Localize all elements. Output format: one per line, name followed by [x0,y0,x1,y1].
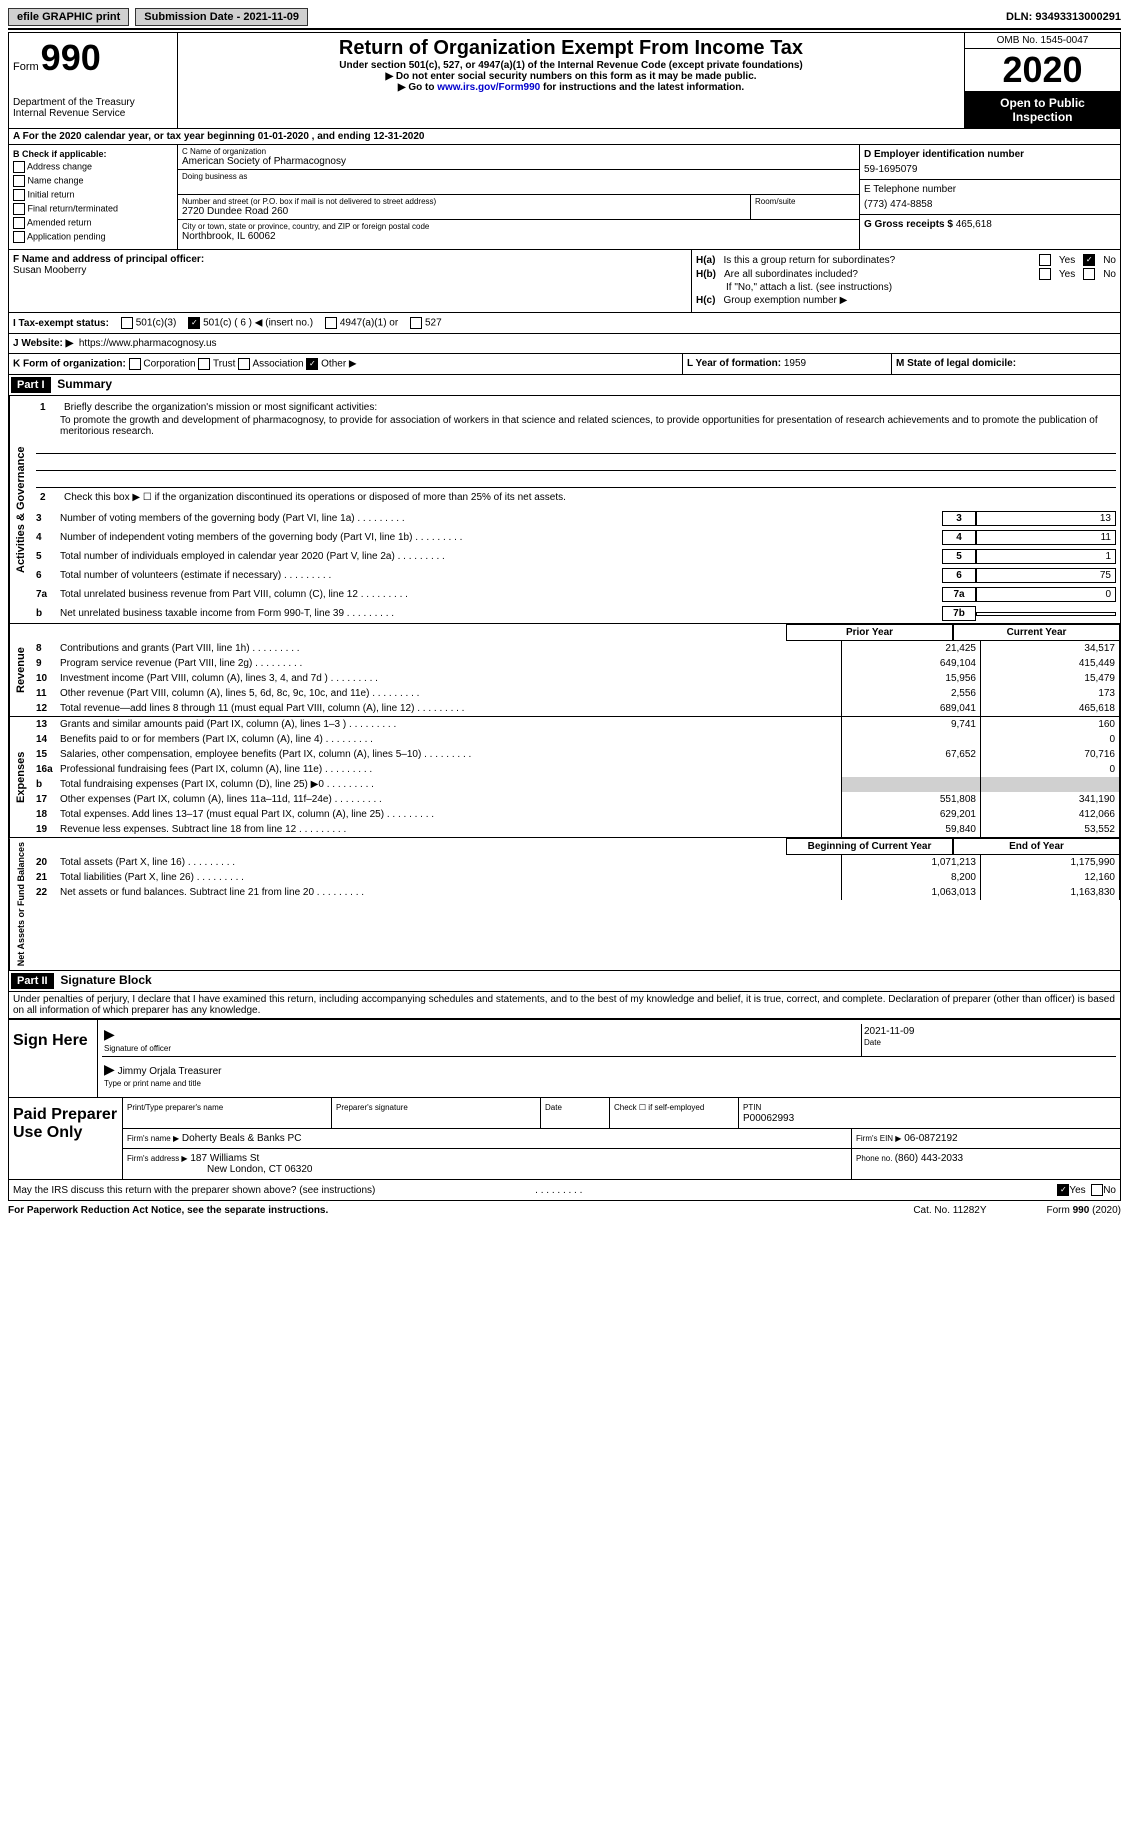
box-h: H(a) Is this a group return for subordin… [692,250,1120,312]
form-subtitle: Under section 501(c), 527, or 4947(a)(1)… [182,60,960,71]
gov-line: 3Number of voting members of the governi… [32,509,1120,528]
form-header: Form 990 Department of the Treasury Inte… [8,32,1121,129]
form-footer: Form 990 (2020) [1047,1205,1121,1216]
submission-button[interactable]: Submission Date - 2021-11-09 [135,8,308,26]
vlabel-revenue: Revenue [9,624,32,716]
end-year-header: End of Year [953,838,1120,855]
data-line: bTotal fundraising expenses (Part IX, co… [32,777,1120,792]
tax-year: 2020 [965,49,1120,92]
part2-title: Signature Block [60,973,151,987]
data-line: 11Other revenue (Part VIII, column (A), … [32,686,1120,701]
cat-number: Cat. No. 11282Y [913,1205,986,1216]
inspection-label: Open to Public Inspection [965,92,1120,128]
gov-line: 5Total number of individuals employed in… [32,547,1120,566]
box-m: M State of legal domicile: [892,354,1120,374]
irs-link[interactable]: www.irs.gov/Form990 [437,82,540,93]
current-year-header: Current Year [953,624,1120,641]
paperwork-notice: For Paperwork Reduction Act Notice, see … [8,1205,328,1216]
gov-line: bNet unrelated business taxable income f… [32,604,1120,623]
irs-label: Internal Revenue Service [13,108,173,119]
vlabel-governance: Activities & Governance [9,396,32,623]
data-line: 9Program service revenue (Part VIII, lin… [32,656,1120,671]
box-j: J Website: ▶ https://www.pharmacognosy.u… [8,334,1121,354]
data-line: 16aProfessional fundraising fees (Part I… [32,762,1120,777]
declaration-text: Under penalties of perjury, I declare th… [8,992,1121,1018]
data-line: 12Total revenue—add lines 8 through 11 (… [32,701,1120,716]
data-line: 15Salaries, other compensation, employee… [32,747,1120,762]
vlabel-expenses: Expenses [9,717,32,837]
data-line: 10Investment income (Part VIII, column (… [32,671,1120,686]
instr-link: ▶ Go to www.irs.gov/Form990 for instruct… [182,82,960,93]
top-bar: efile GRAPHIC print Submission Date - 20… [8,8,1121,26]
period-row: A For the 2020 calendar year, or tax yea… [8,129,1121,145]
gov-line: 7aTotal unrelated business revenue from … [32,585,1120,604]
data-line: 8Contributions and grants (Part VIII, li… [32,641,1120,656]
data-line: 17Other expenses (Part IX, column (A), l… [32,792,1120,807]
paid-preparer-label: Paid Preparer Use Only [9,1098,123,1179]
part1-header: Part I [11,377,51,393]
form-label: Form [13,61,39,73]
prior-year-header: Prior Year [786,624,953,641]
data-line: 20Total assets (Part X, line 16)1,071,21… [32,855,1120,870]
discuss-row: May the IRS discuss this return with the… [8,1180,1121,1201]
box-d: D Employer identification number 59-1695… [859,145,1120,249]
data-line: 21Total liabilities (Part X, line 26)8,2… [32,870,1120,885]
data-line: 19Revenue less expenses. Subtract line 1… [32,822,1120,837]
data-line: 14Benefits paid to or for members (Part … [32,732,1120,747]
box-k: K Form of organization: Corporation Trus… [9,354,683,374]
vlabel-netassets: Net Assets or Fund Balances [9,838,32,970]
part1-title: Summary [57,377,112,391]
box-b: B Check if applicable: Address change Na… [9,145,178,249]
data-line: 18Total expenses. Add lines 13–17 (must … [32,807,1120,822]
data-line: 13Grants and similar amounts paid (Part … [32,717,1120,732]
dept-treasury: Department of the Treasury [13,97,173,108]
box-f: F Name and address of principal officer:… [9,250,692,312]
form-number: 990 [41,37,101,79]
begin-year-header: Beginning of Current Year [786,838,953,855]
mission-text: To promote the growth and development of… [36,415,1116,437]
box-l: L Year of formation: 1959 [683,354,892,374]
part2-header: Part II [11,973,54,989]
efile-button[interactable]: efile GRAPHIC print [8,8,129,26]
dln-text: DLN: 93493313000291 [1006,11,1121,23]
gov-line: 4Number of independent voting members of… [32,528,1120,547]
form-title: Return of Organization Exempt From Incom… [182,37,960,60]
instr-ssn: ▶ Do not enter social security numbers o… [182,71,960,82]
data-line: 22Net assets or fund balances. Subtract … [32,885,1120,900]
sign-here-label: Sign Here [9,1020,98,1097]
omb-number: OMB No. 1545-0047 [965,33,1120,49]
box-c: C Name of organization American Society … [178,145,859,249]
gov-line: 6Total number of volunteers (estimate if… [32,566,1120,585]
box-i: I Tax-exempt status: 501(c)(3) ✓ 501(c) … [8,313,1121,334]
